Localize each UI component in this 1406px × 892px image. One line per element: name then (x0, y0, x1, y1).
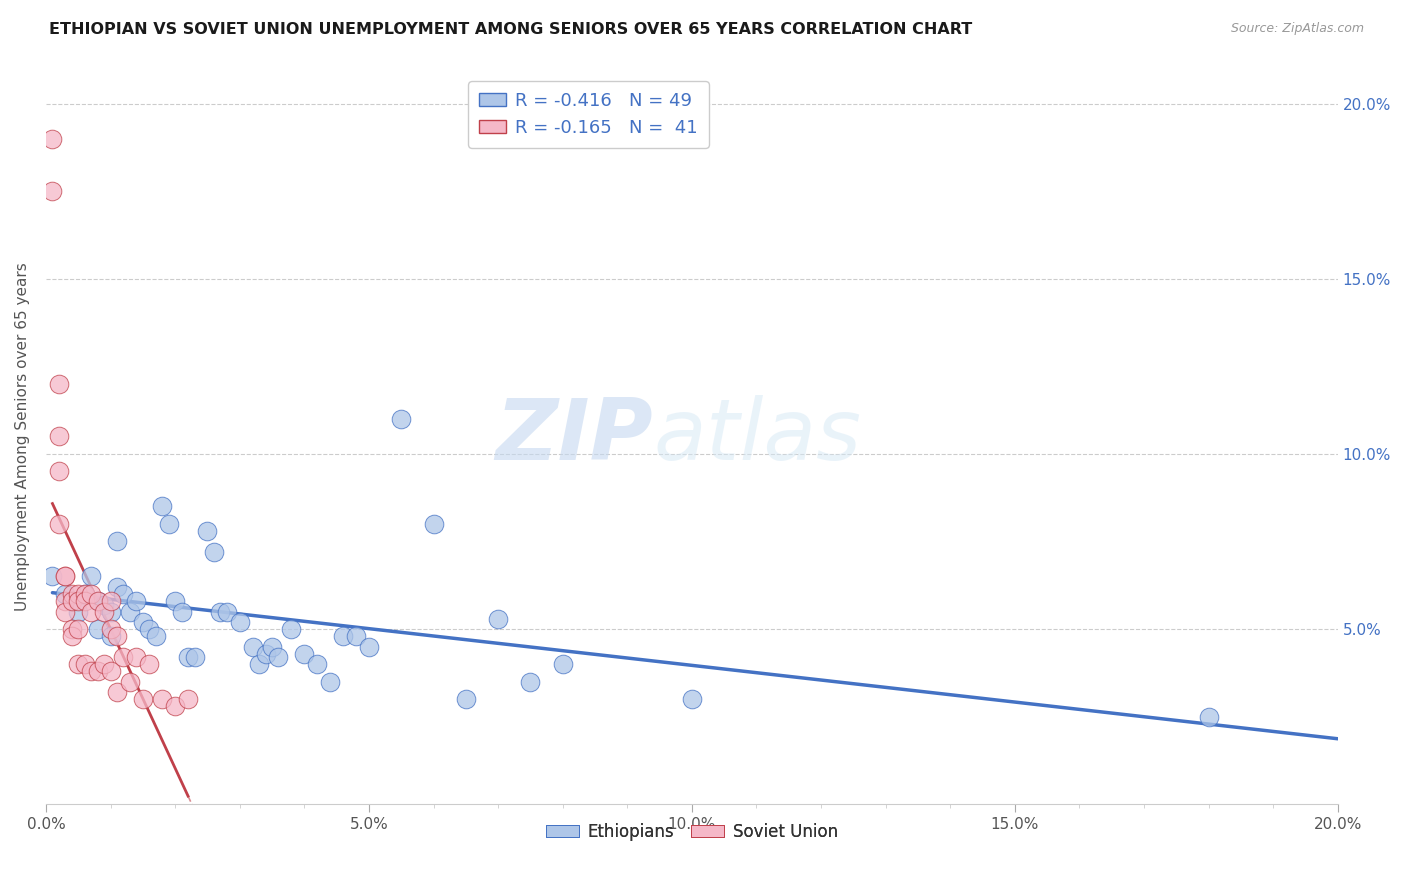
Point (422, 516, 444, 531)
Point (41, 184, 63, 198)
Point (60, 594, 83, 608)
Point (307, 657, 329, 671)
Text: ETHIOPIAN VS SOVIET UNION UNEMPLOYMENT AMONG SENIORS OVER 65 YEARS CORRELATION C: ETHIOPIAN VS SOVIET UNION UNEMPLOYMENT A… (49, 22, 973, 37)
Point (145, 629, 167, 643)
Point (73, 594, 96, 608)
Point (112, 587, 135, 601)
Point (132, 692, 155, 706)
Text: ZIP: ZIP (495, 395, 654, 478)
Point (41, 569, 63, 583)
Point (247, 657, 270, 671)
Point (86, 594, 108, 608)
Point (229, 615, 252, 629)
Point (125, 650, 148, 665)
Point (138, 657, 160, 671)
Point (86, 664, 108, 678)
Point (319, 674, 342, 689)
Point (41, 131, 63, 145)
Point (157, 516, 180, 531)
Point (67, 657, 90, 671)
Point (132, 615, 155, 629)
Point (254, 647, 277, 661)
Point (125, 594, 148, 608)
Point (60, 587, 83, 601)
Point (60, 622, 83, 636)
Point (100, 622, 122, 636)
Point (80, 587, 103, 601)
Point (389, 412, 412, 426)
Point (93, 605, 115, 619)
Point (138, 622, 160, 636)
Point (292, 647, 315, 661)
Point (681, 692, 703, 706)
Point (67, 622, 90, 636)
Point (93, 657, 115, 671)
Point (80, 569, 103, 583)
Point (551, 657, 574, 671)
Point (170, 605, 193, 619)
Point (67, 587, 90, 601)
Point (53, 587, 76, 601)
Point (454, 692, 477, 706)
Point (332, 629, 354, 643)
Point (53, 594, 76, 608)
Point (73, 657, 96, 671)
Y-axis label: Unemployment Among Seniors over 65 years: Unemployment Among Seniors over 65 years (15, 262, 30, 611)
Point (486, 611, 509, 625)
Point (80, 664, 103, 678)
Point (183, 650, 205, 665)
Point (48, 516, 70, 531)
Point (93, 598, 115, 612)
Point (73, 587, 96, 601)
Point (105, 685, 128, 699)
Text: Source: ZipAtlas.com: Source: ZipAtlas.com (1230, 22, 1364, 36)
Point (67, 605, 90, 619)
Point (60, 629, 83, 643)
Point (267, 650, 290, 665)
Point (344, 629, 367, 643)
Point (118, 674, 141, 689)
Point (280, 622, 302, 636)
Point (73, 587, 96, 601)
Text: atlas: atlas (654, 395, 860, 478)
Point (100, 629, 122, 643)
Point (105, 580, 128, 594)
Point (177, 650, 200, 665)
Point (100, 664, 122, 678)
Point (202, 545, 225, 559)
Point (242, 640, 264, 654)
Point (53, 569, 76, 583)
Point (48, 376, 70, 391)
Point (165, 594, 187, 608)
Point (197, 524, 219, 538)
Point (105, 629, 128, 643)
Point (209, 605, 232, 619)
Point (86, 622, 108, 636)
Point (67, 594, 90, 608)
Point (1198, 709, 1220, 723)
Point (150, 692, 173, 706)
Point (165, 699, 187, 714)
Point (53, 569, 76, 583)
Point (100, 594, 122, 608)
Point (48, 464, 70, 478)
Point (118, 605, 141, 619)
Point (53, 605, 76, 619)
Point (150, 500, 173, 514)
Point (519, 674, 541, 689)
Point (177, 692, 200, 706)
Point (357, 640, 380, 654)
Point (86, 594, 108, 608)
Legend: Ethiopians, Soviet Union: Ethiopians, Soviet Union (540, 816, 845, 847)
Point (100, 605, 122, 619)
Point (112, 650, 135, 665)
Point (80, 605, 103, 619)
Point (260, 640, 283, 654)
Point (105, 534, 128, 549)
Point (48, 429, 70, 443)
Point (215, 605, 238, 619)
